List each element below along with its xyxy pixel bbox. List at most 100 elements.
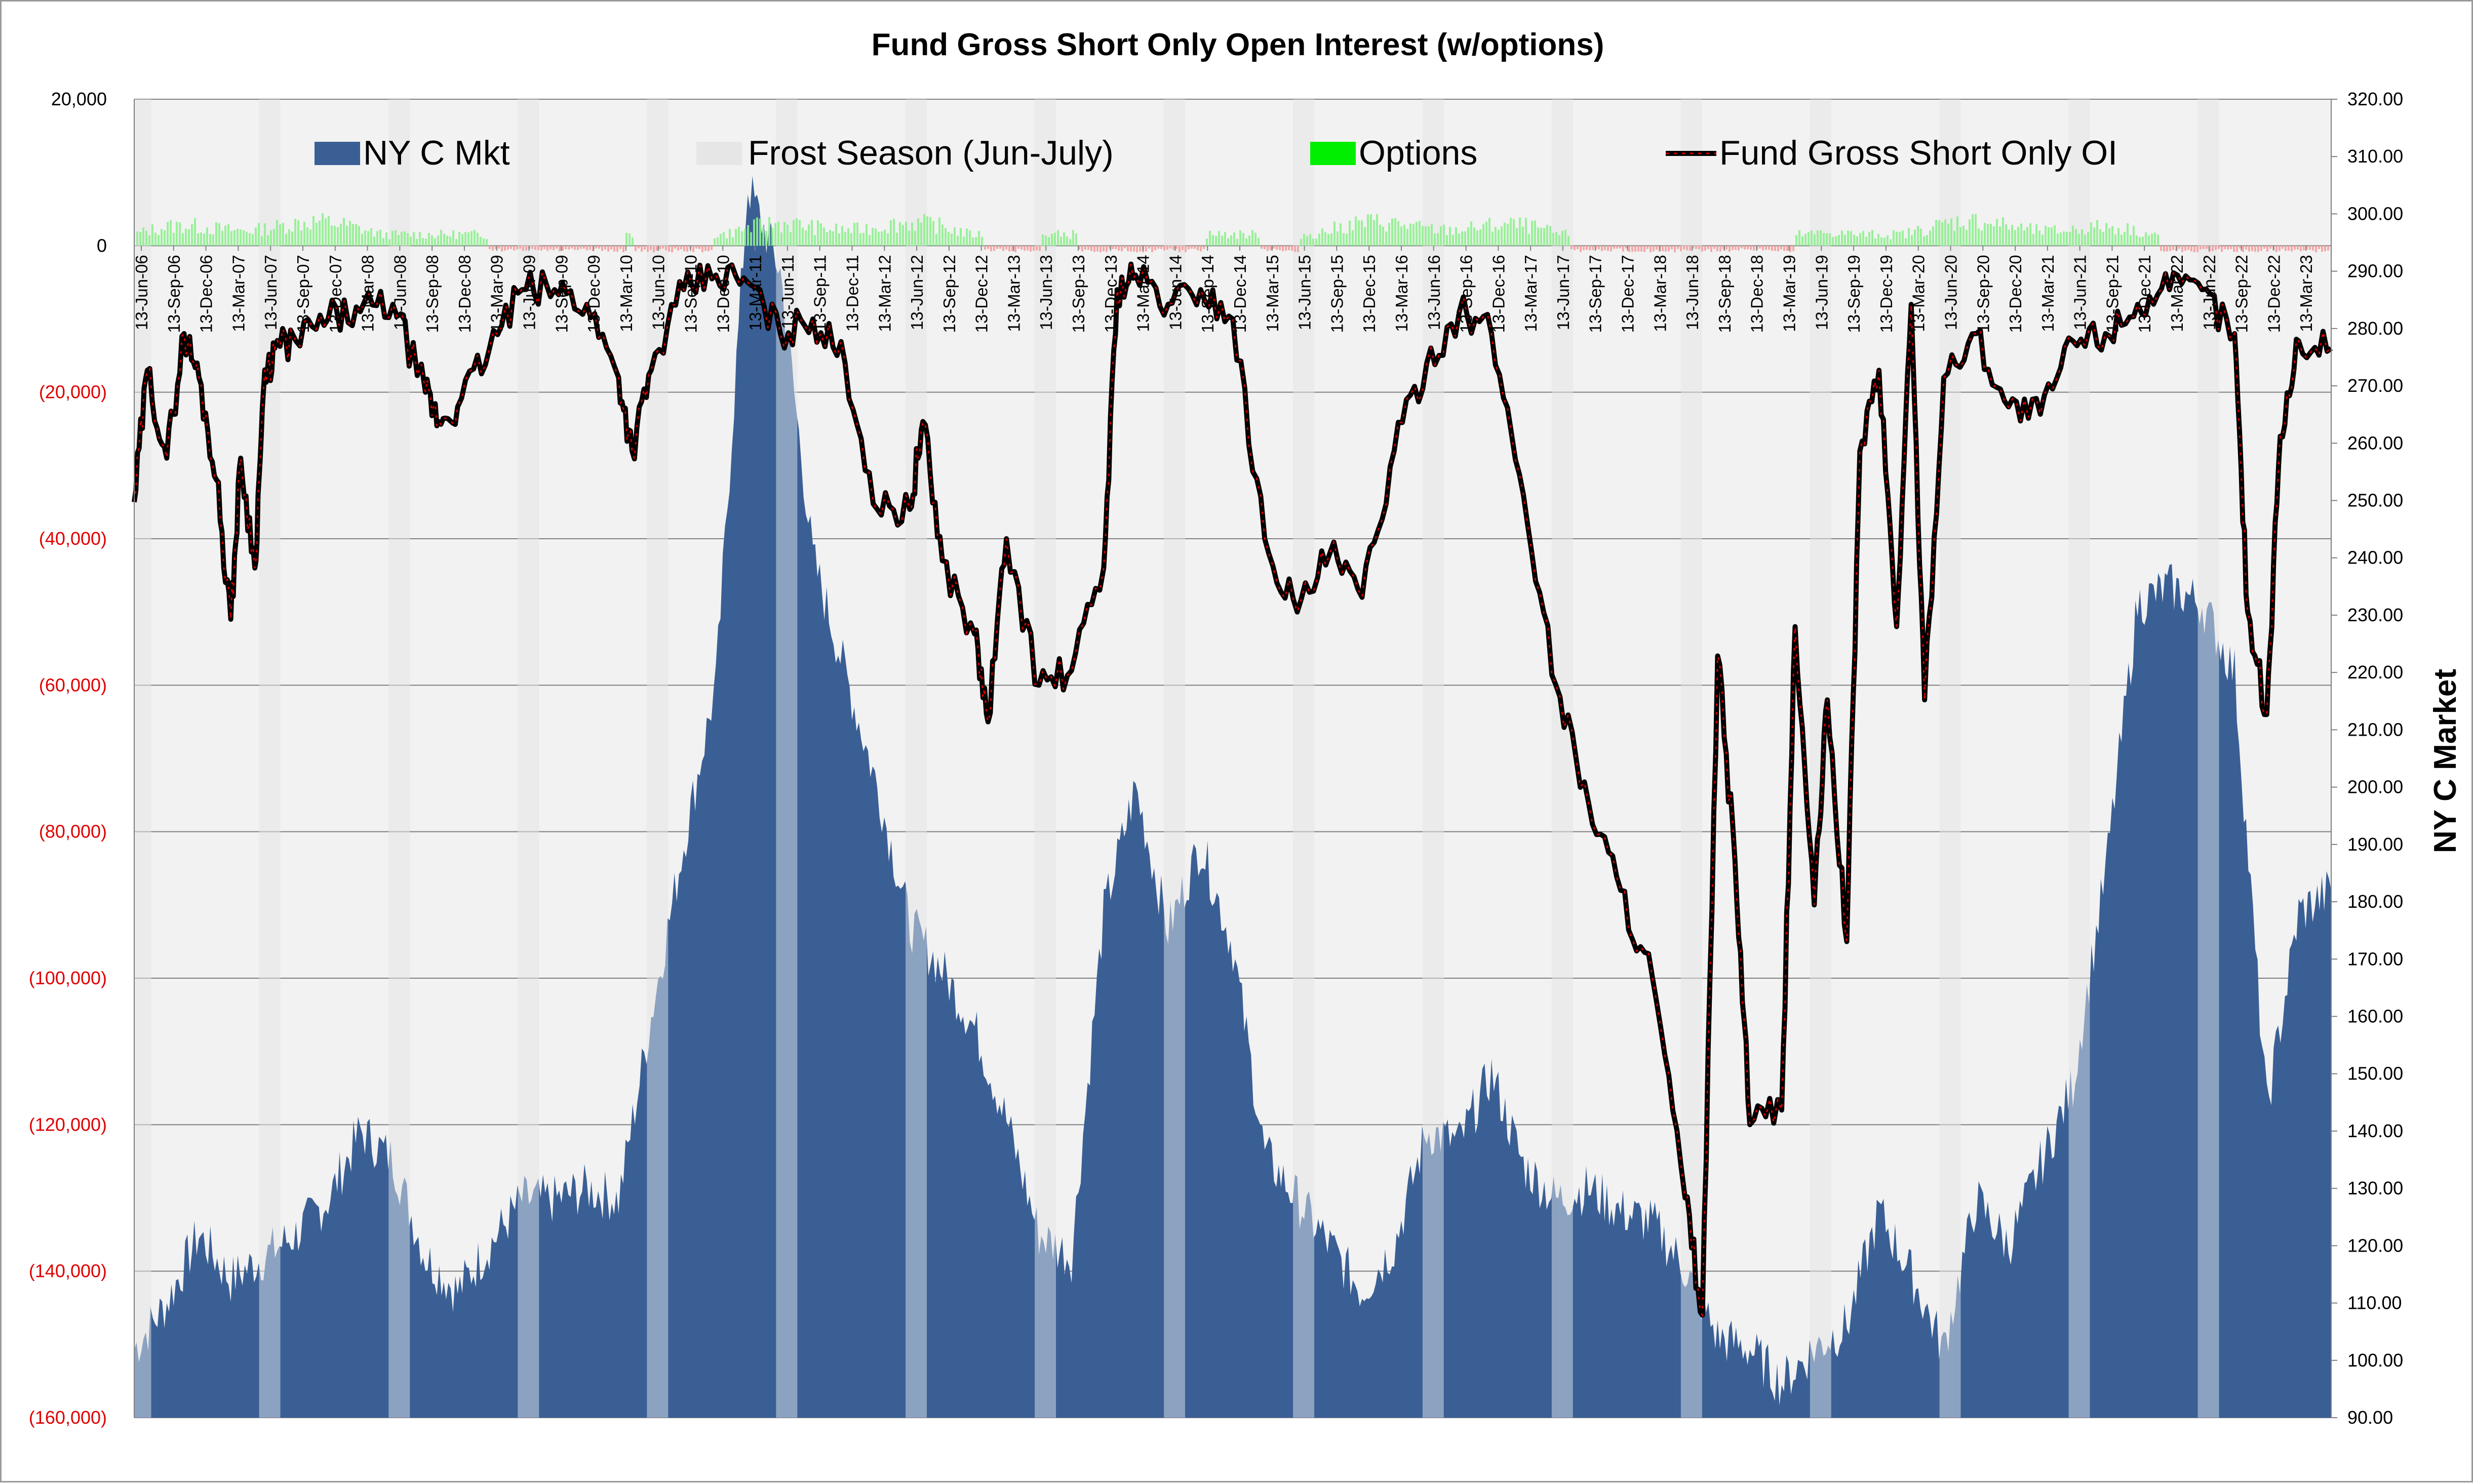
- x-axis-tick-label: 13-Mar-08: [359, 255, 377, 332]
- options-bar: [1902, 230, 1904, 246]
- options-bar: [2139, 237, 2141, 246]
- options-bar: [2114, 234, 2116, 246]
- options-bar: [941, 224, 944, 246]
- options-bar: [194, 218, 196, 246]
- options-bar: [726, 238, 728, 246]
- options-bar: [1261, 246, 1263, 249]
- x-axis-tick-label: 13-Sep-12: [940, 255, 959, 333]
- options-bar: [1172, 246, 1174, 250]
- options-bar: [300, 230, 302, 246]
- options-bar: [176, 221, 178, 246]
- options-bar: [1835, 236, 1837, 246]
- options-bar: [346, 225, 348, 246]
- options-bar: [264, 223, 266, 246]
- options-bar: [255, 227, 257, 246]
- options-bar: [370, 228, 372, 246]
- options-bar: [1829, 233, 1831, 246]
- options-bar: [957, 235, 959, 246]
- options-bar: [379, 229, 381, 246]
- options-bar: [2209, 246, 2211, 252]
- options-bar: [2248, 246, 2250, 252]
- options-bar: [1495, 227, 1497, 246]
- options-bar: [1704, 246, 1706, 251]
- options-bar: [1929, 230, 1931, 246]
- options-bar: [309, 229, 311, 246]
- options-bar: [783, 222, 786, 246]
- options-bar: [2266, 246, 2268, 252]
- options-bar: [1522, 226, 1524, 246]
- options-bar: [829, 230, 831, 246]
- options-bar: [553, 246, 555, 251]
- options-bar: [1543, 228, 1545, 246]
- x-axis-tick-label: 13-Sep-22: [2232, 255, 2251, 333]
- options-bar: [1264, 246, 1266, 250]
- options-bar: [1847, 230, 1849, 246]
- options-bar: [2282, 246, 2284, 249]
- options-bar: [434, 238, 436, 246]
- options-bar: [483, 238, 485, 246]
- options-bar: [486, 239, 488, 246]
- options-bar: [1856, 236, 1858, 246]
- options-bar: [911, 222, 913, 246]
- options-bar: [1437, 233, 1439, 246]
- options-bar: [2105, 223, 2107, 246]
- x-axis-tick-label: 13-Jun-22: [2200, 255, 2219, 330]
- options-bar: [1683, 246, 1685, 250]
- x-axis-tick-label: 13-Dec-10: [714, 255, 732, 333]
- options-bar: [841, 226, 843, 246]
- options-bar: [984, 246, 986, 250]
- options-bar: [695, 246, 697, 249]
- options-bar: [233, 230, 235, 246]
- options-bar: [258, 223, 260, 246]
- ny-c-mkt-area-path: [134, 176, 2331, 1418]
- options-bar: [2269, 246, 2271, 249]
- options-bar: [1203, 246, 1205, 249]
- options-bar: [2221, 246, 2223, 252]
- options-bar: [899, 222, 901, 246]
- frost-band: [1939, 99, 1961, 1418]
- options-bar: [2275, 246, 2278, 252]
- options-bar: [844, 231, 846, 246]
- options-bar: [2175, 246, 2177, 251]
- options-bar: [835, 223, 837, 246]
- options-bar: [856, 222, 858, 246]
- options-bar: [1920, 228, 1922, 246]
- options-bar: [1574, 246, 1576, 251]
- options-bar: [878, 231, 880, 246]
- options-bar: [1583, 246, 1585, 251]
- options-bar: [1634, 246, 1636, 252]
- options-bar: [1896, 231, 1898, 246]
- options-bar: [2181, 246, 2183, 252]
- options-bar: [1862, 231, 1864, 246]
- options-bar: [1640, 246, 1642, 252]
- options-bar: [151, 224, 153, 246]
- options-bar: [1416, 222, 1418, 246]
- options-bar: [638, 246, 640, 249]
- options-bar: [1808, 232, 1810, 246]
- x-axis-tick-label: 13-Jun-11: [778, 255, 797, 329]
- options-bar: [212, 234, 214, 246]
- options-bar: [796, 218, 798, 246]
- options-bar: [650, 246, 652, 250]
- options-bar: [1321, 228, 1323, 246]
- options-bar: [1300, 238, 1302, 246]
- options-bar: [1364, 227, 1366, 246]
- options-bar: [1412, 224, 1415, 246]
- options-bar: [2288, 246, 2290, 251]
- options-bar: [1893, 230, 1895, 246]
- options-bar: [1011, 246, 1013, 252]
- options-bar: [349, 220, 351, 246]
- options-bar: [1333, 221, 1336, 246]
- options-bar: [1680, 246, 1682, 252]
- options-bar: [1100, 246, 1102, 253]
- options-bar: [319, 220, 321, 246]
- options-bar: [872, 227, 874, 246]
- y-axis-right-tick-label: 190.00: [2347, 834, 2403, 855]
- options-bar: [480, 236, 482, 246]
- options-bar: [668, 246, 670, 252]
- options-bar: [969, 230, 971, 246]
- options-bar: [902, 225, 904, 246]
- legend-swatch-options: [1310, 142, 1356, 165]
- options-bar: [1729, 246, 1731, 252]
- options-bar: [720, 234, 722, 246]
